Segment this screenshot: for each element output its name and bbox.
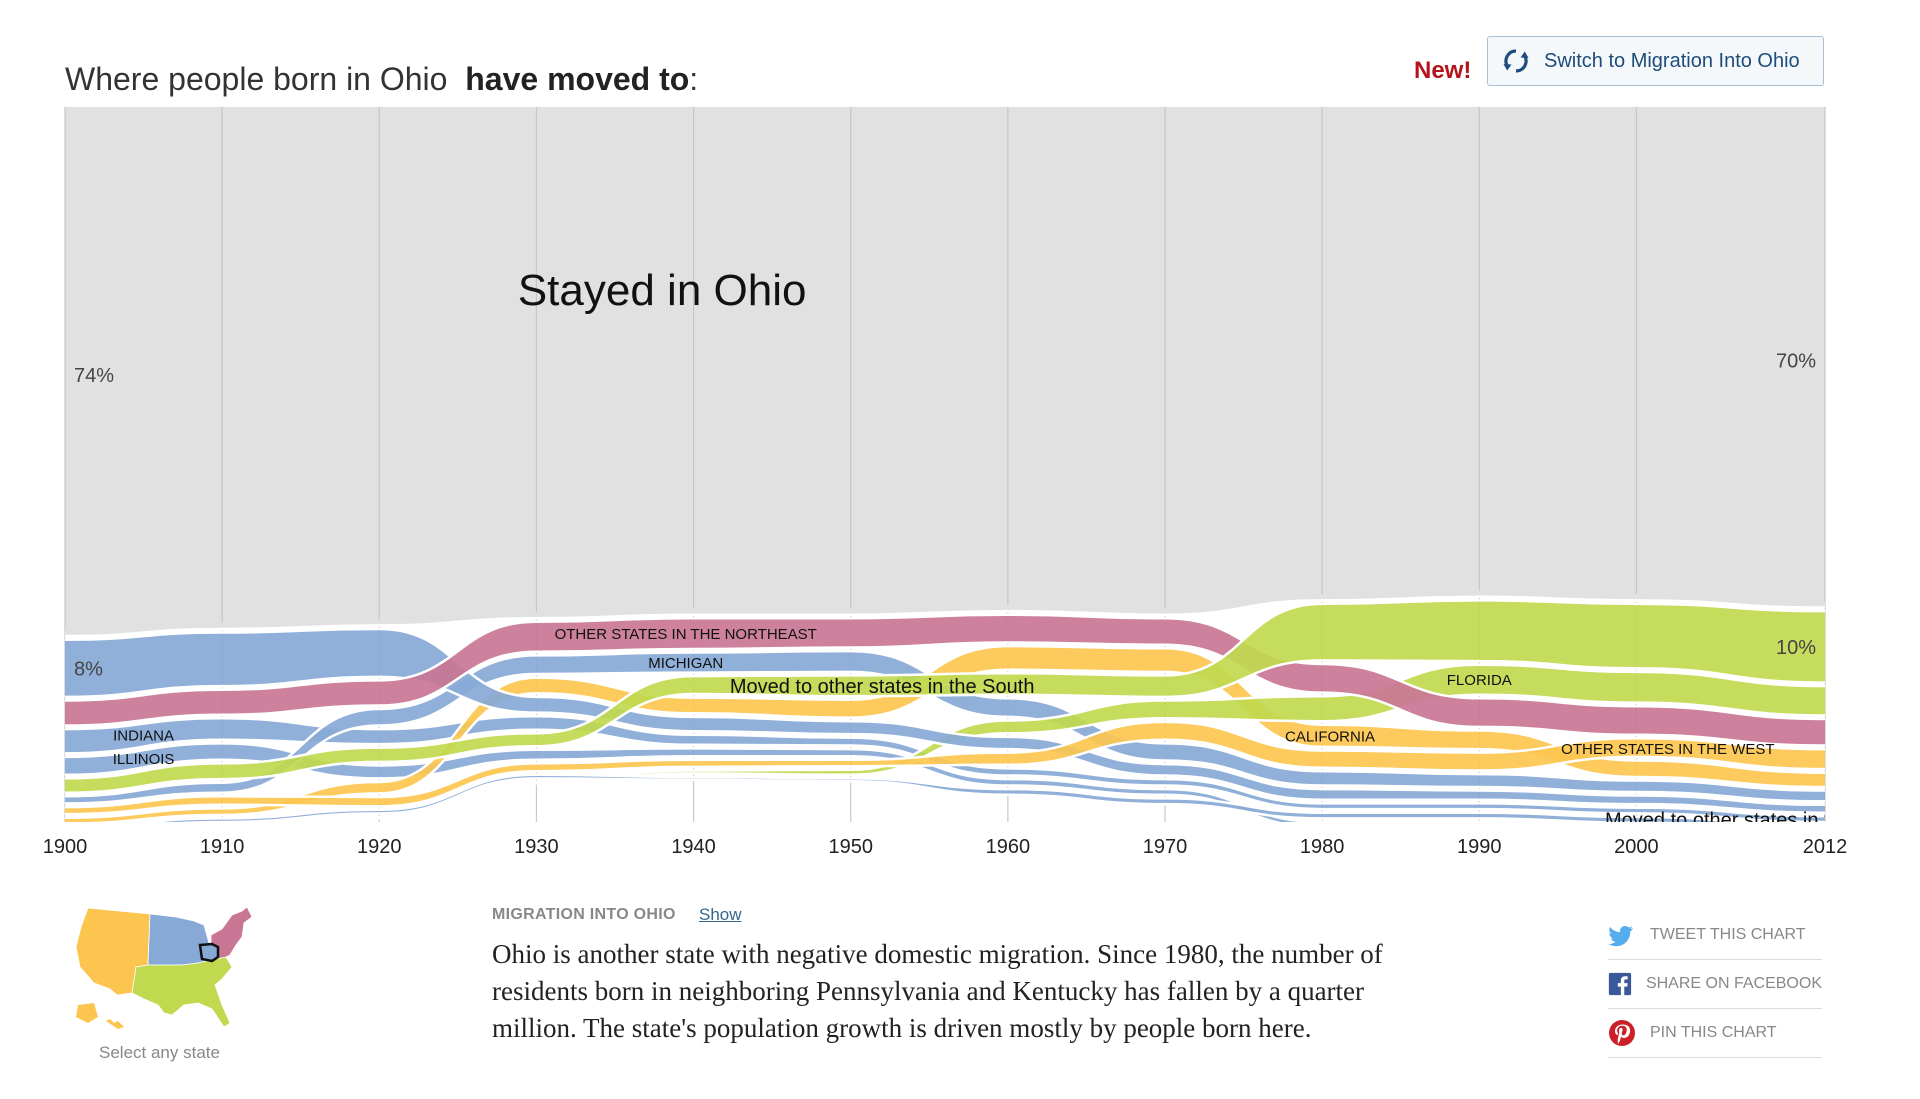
label-california: CALIFORNIA <box>1285 728 1375 745</box>
pinterest-icon <box>1609 1020 1635 1046</box>
x-tick-1940: 1940 <box>671 836 716 858</box>
migration-chart: Stayed in Ohio INDIANA ILLINOIS MICHIGAN CAL… <box>43 103 1920 858</box>
series-labels: Stayed in Ohio INDIANA ILLINOIS MICHIGAN CAL… <box>113 266 1920 832</box>
headline-bold: have moved to <box>465 61 690 98</box>
label-stayed-in-ohio: Stayed in Ohio <box>518 266 807 315</box>
x-axis: 1900 1910 1920 1930 1940 1950 1960 1970 1980 1990… <box>43 836 1848 858</box>
refresh-icon <box>1503 49 1529 73</box>
map-region-south[interactable] <box>131 956 233 1028</box>
migration-into-kicker: MIGRATION INTO OHIO <box>492 906 676 923</box>
switch-to-migration-into-button[interactable]: Switch to Migration Into Ohio <box>1487 36 1824 86</box>
value-label-left-8pct: 8% <box>74 658 103 680</box>
band-other-states-in-the-northeast[interactable] <box>45 613 1845 747</box>
series-bands <box>45 103 1845 839</box>
map-region-alaska[interactable] <box>76 1003 98 1023</box>
label-moved-to-other-states-in-the-south: Moved to other states in the South <box>730 676 1035 698</box>
twitter-icon <box>1608 926 1633 947</box>
band-california[interactable] <box>45 644 1845 823</box>
label-other-states-in-the-west: OTHER STATES IN THE WEST <box>1561 741 1774 758</box>
x-tick-1920: 1920 <box>357 836 402 858</box>
x-tick-2000: 2000 <box>1614 836 1659 858</box>
band-michigan[interactable] <box>45 649 1845 805</box>
label-indiana: INDIANA <box>113 728 174 745</box>
tweet-chart-button[interactable]: TWEET THIS CHART <box>1608 911 1822 960</box>
x-tick-1950: 1950 <box>828 836 873 858</box>
x-tick-1900: 1900 <box>43 836 88 858</box>
value-label-right-70pct: 70% <box>1776 350 1816 372</box>
chart-headline: Where people born in Ohio have moved to: <box>65 61 698 98</box>
label-moved-to-other-states-in-the-midwest: Moved to other states in the Midwest <box>1605 810 1920 832</box>
value-label-right-10pct: 10% <box>1776 637 1816 659</box>
pin-label: PIN THIS CHART <box>1650 1024 1777 1041</box>
x-tick-1910: 1910 <box>200 836 245 858</box>
show-link[interactable]: Show <box>699 905 742 924</box>
value-label-left-74pct: 74% <box>74 365 114 387</box>
state-selector-map[interactable] <box>72 905 272 1035</box>
band-indiana[interactable] <box>45 714 1845 822</box>
label-illinois: ILLINOIS <box>113 751 175 768</box>
x-tick-1990: 1990 <box>1457 836 1502 858</box>
x-tick-1970: 1970 <box>1143 836 1188 858</box>
pin-chart-button[interactable]: PIN THIS CHART <box>1608 1009 1822 1058</box>
band-illinois[interactable] <box>45 742 1845 839</box>
label-florida: FLORIDA <box>1447 672 1512 689</box>
x-tick-1960: 1960 <box>986 836 1031 858</box>
value-labels: 74% 70% 8% 10% <box>74 350 1816 680</box>
new-badge: New! <box>1414 57 1472 84</box>
band-moved-to-other-states-in-the-south[interactable] <box>45 599 1845 794</box>
label-michigan: MICHIGAN <box>648 655 723 672</box>
x-tick-1980: 1980 <box>1300 836 1345 858</box>
us-map[interactable] <box>72 905 272 1035</box>
band-stayed-in-ohio[interactable] <box>45 103 1845 638</box>
share-facebook-button[interactable]: SHARE ON FACEBOOK <box>1608 960 1822 1009</box>
facebook-label: SHARE ON FACEBOOK <box>1645 975 1822 992</box>
map-caption: Select any state <box>99 1043 220 1062</box>
tweet-label: TWEET THIS CHART <box>1650 926 1806 943</box>
band-other-states-in-the-west[interactable] <box>45 720 1845 816</box>
band-moved-to-other-states-in-the-midwest[interactable] <box>45 773 1845 832</box>
story-text: Ohio is another state with negative dome… <box>492 939 1383 1043</box>
headline-prefix: Where people born in Ohio <box>65 61 448 98</box>
switch-button-label: Switch to Migration Into Ohio <box>1544 49 1800 72</box>
label-other-states-in-the-northeast: OTHER STATES IN THE NORTHEAST <box>555 626 817 643</box>
map-region-northeast[interactable] <box>210 906 253 961</box>
x-tick-2012: 2012 <box>1803 836 1848 858</box>
ohio-highlight[interactable] <box>198 942 220 963</box>
facebook-icon <box>1608 972 1632 996</box>
x-tick-1930: 1930 <box>514 836 559 858</box>
headline-suffix: : <box>689 61 699 98</box>
map-region-hawaii[interactable] <box>106 1019 124 1029</box>
